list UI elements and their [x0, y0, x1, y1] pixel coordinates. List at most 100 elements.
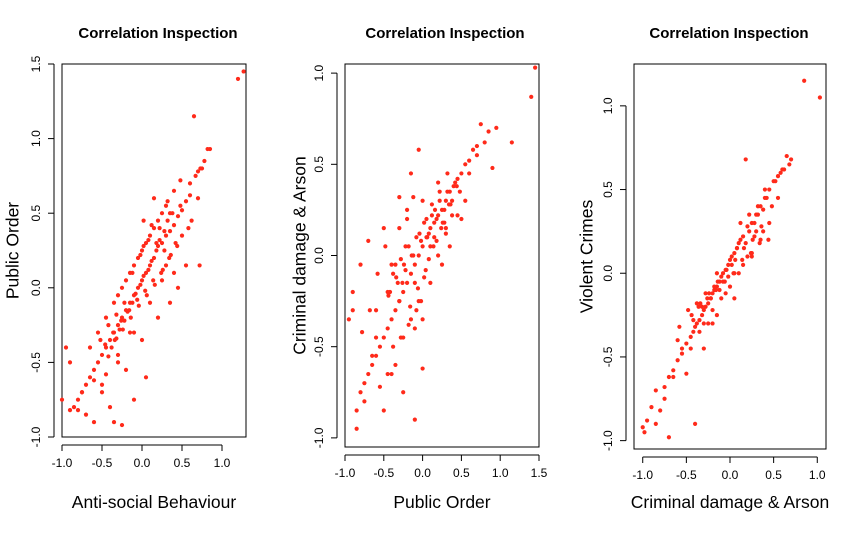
data-point	[112, 337, 117, 343]
data-point	[139, 337, 145, 343]
data-point	[474, 143, 480, 149]
data-point	[666, 435, 672, 440]
scatter-plot-1: Correlation Inspection -1.0 -0.5 0.0 0.5 1.0 -…	[3, 25, 247, 512]
data-point	[422, 275, 427, 280]
data-point	[165, 199, 170, 204]
data-point	[420, 244, 425, 249]
data-point	[710, 291, 715, 296]
data-point	[119, 318, 124, 323]
x-tick-label: 0.0	[414, 466, 431, 480]
data-point	[418, 298, 424, 304]
data-point	[406, 322, 411, 327]
data-point	[710, 321, 715, 326]
data-point	[817, 95, 822, 100]
data-point	[381, 226, 386, 231]
data-point	[154, 248, 159, 253]
data-point	[202, 158, 207, 164]
data-point	[434, 216, 439, 222]
data-point	[193, 173, 198, 178]
data-point	[447, 244, 452, 249]
data-point	[743, 241, 748, 246]
data-point	[103, 342, 108, 347]
x-tick-label: -1.0	[52, 456, 73, 470]
x-tick-label: 1.5	[531, 466, 548, 480]
data-point	[439, 262, 445, 267]
data-point	[736, 271, 741, 276]
data-point	[748, 251, 754, 256]
data-point	[509, 140, 514, 145]
data-point	[486, 129, 491, 134]
data-point	[658, 408, 663, 413]
data-point	[454, 184, 459, 189]
data-point	[733, 257, 738, 262]
plot-frame	[633, 63, 827, 450]
data-point	[75, 397, 81, 402]
y-tick-label: 1.0	[29, 130, 43, 147]
data-point	[408, 171, 414, 176]
data-point	[675, 338, 680, 343]
data-point	[373, 353, 379, 358]
data-point	[666, 374, 672, 380]
data-point	[207, 146, 213, 152]
data-point	[415, 286, 421, 291]
data-point	[712, 284, 717, 289]
data-point	[117, 327, 122, 332]
data-point	[366, 371, 371, 377]
data-point	[394, 275, 399, 280]
data-point	[671, 374, 676, 380]
data-point	[171, 223, 177, 228]
data-point	[745, 224, 750, 229]
data-point	[370, 362, 375, 368]
data-point	[358, 262, 363, 267]
data-point	[133, 291, 138, 296]
x-tick-label: 0.5	[453, 466, 470, 480]
data-point	[720, 271, 726, 276]
data-point	[106, 354, 111, 359]
data-point	[741, 246, 747, 251]
data-point	[474, 153, 480, 158]
data-point	[478, 122, 483, 127]
data-point	[428, 244, 433, 249]
data-point	[183, 263, 189, 268]
data-point	[706, 301, 711, 306]
data-point	[752, 220, 757, 226]
data-point	[87, 345, 93, 350]
data-point	[385, 289, 390, 295]
data-point	[350, 308, 355, 313]
data-point	[692, 324, 698, 329]
data-point	[642, 430, 647, 435]
data-point	[679, 351, 685, 356]
data-point	[533, 65, 538, 70]
data-point	[367, 308, 372, 313]
data-point	[701, 307, 706, 313]
data-point	[445, 189, 450, 194]
data-point	[420, 366, 425, 371]
data-point	[398, 335, 403, 340]
data-point	[429, 202, 435, 207]
data-point	[459, 216, 464, 222]
data-point	[131, 263, 137, 268]
data-point	[688, 346, 693, 351]
data-point	[675, 358, 680, 363]
data-point	[391, 271, 396, 276]
data-point	[199, 166, 205, 171]
data-point	[463, 198, 468, 203]
data-point	[162, 248, 167, 253]
data-point	[432, 235, 437, 240]
data-point	[159, 278, 165, 283]
data-point	[135, 297, 140, 302]
data-point	[457, 189, 462, 194]
data-point	[697, 318, 702, 323]
data-point	[160, 267, 165, 272]
data-point	[403, 267, 408, 273]
data-point	[719, 274, 724, 279]
chart-title: Correlation Inspection	[365, 25, 524, 42]
data-point	[162, 229, 167, 234]
data-point	[131, 330, 137, 335]
y-axis-label: Violent Crimes	[577, 200, 597, 314]
data-point	[99, 382, 105, 387]
data-point	[123, 367, 129, 372]
data-point	[362, 381, 367, 386]
data-point	[393, 362, 398, 368]
data-point	[141, 273, 146, 278]
